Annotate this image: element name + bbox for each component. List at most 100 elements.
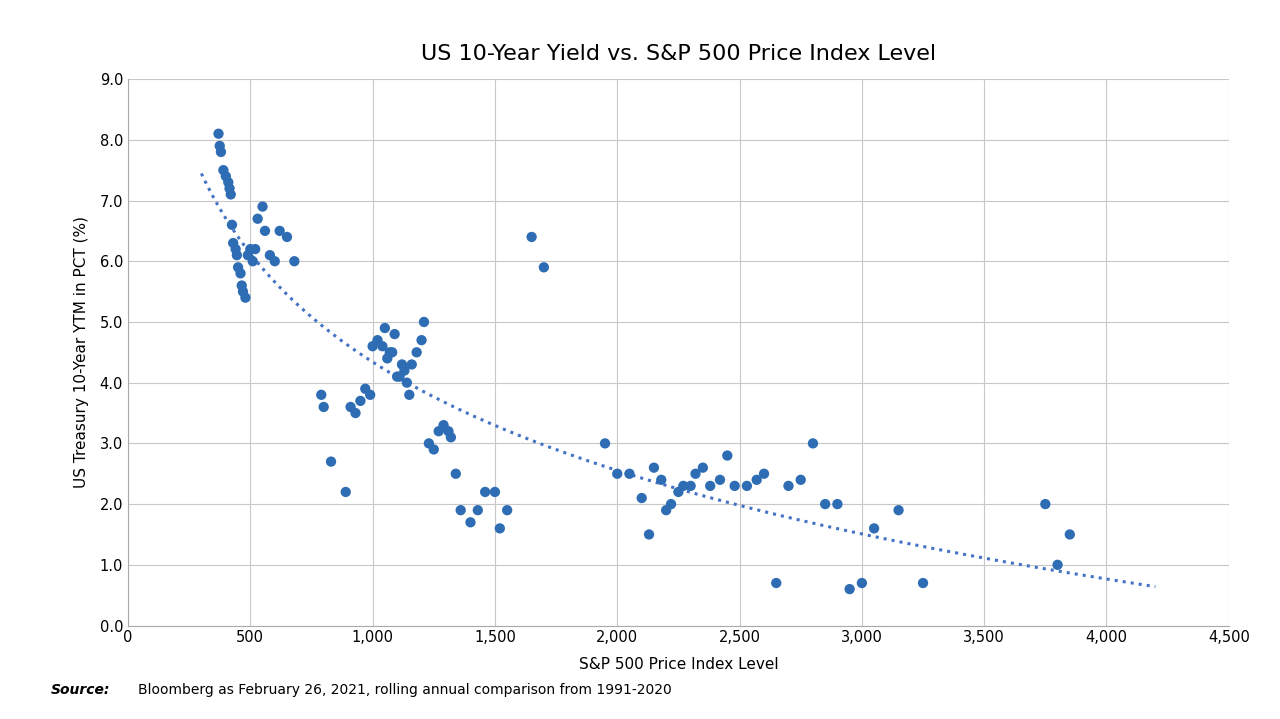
Point: [375, 322, 396, 334]
Point: [445, 468, 466, 480]
Point: [233, 286, 253, 298]
Point: [265, 255, 285, 267]
Point: [378, 352, 398, 364]
Point: [461, 516, 481, 528]
Point: [685, 468, 705, 480]
Point: [220, 188, 241, 200]
Point: [700, 480, 721, 492]
Point: [335, 486, 356, 498]
Point: [242, 255, 262, 267]
Point: [438, 426, 458, 437]
Point: [595, 438, 616, 449]
Point: [314, 401, 334, 413]
Point: [746, 474, 767, 485]
Point: [620, 468, 640, 480]
Point: [407, 347, 428, 358]
Y-axis label: US Treasury 10-Year YTM in PCT (%): US Treasury 10-Year YTM in PCT (%): [73, 216, 88, 488]
Point: [372, 341, 393, 352]
Point: [631, 493, 652, 504]
Text: Bloomberg as February 26, 2021, rolling annual comparison from 1991-2020: Bloomberg as February 26, 2021, rolling …: [138, 684, 672, 697]
Point: [215, 170, 236, 182]
Point: [864, 523, 884, 534]
Point: [340, 401, 361, 413]
Point: [379, 347, 399, 358]
Point: [724, 480, 745, 492]
Point: [467, 505, 488, 516]
Point: [485, 486, 506, 498]
Point: [360, 389, 380, 400]
Point: [384, 329, 404, 340]
Point: [655, 505, 676, 516]
Point: [227, 249, 247, 261]
Point: [362, 341, 383, 352]
Point: [765, 577, 786, 589]
Point: [607, 468, 627, 480]
Point: [840, 583, 860, 595]
Point: [252, 201, 273, 212]
Point: [269, 225, 289, 237]
Point: [737, 480, 758, 492]
Point: [311, 389, 332, 400]
Point: [367, 334, 388, 346]
Point: [497, 505, 517, 516]
Point: [913, 577, 933, 589]
Point: [230, 267, 251, 279]
Point: [644, 462, 664, 473]
Point: [397, 377, 417, 388]
Point: [717, 450, 737, 462]
Point: [888, 505, 909, 516]
Point: [387, 371, 407, 383]
Point: [241, 243, 261, 255]
Point: [1060, 528, 1080, 540]
Point: [411, 334, 431, 346]
Point: [236, 292, 256, 303]
Point: [210, 140, 230, 152]
Point: [276, 232, 297, 243]
Point: [660, 498, 681, 510]
Point: [228, 262, 248, 273]
Point: [399, 389, 420, 400]
Point: [692, 462, 713, 473]
Point: [815, 498, 836, 510]
Point: [851, 577, 872, 589]
Point: [223, 237, 243, 249]
Point: [225, 243, 246, 255]
Point: [244, 243, 265, 255]
Point: [639, 528, 659, 540]
Point: [321, 456, 342, 467]
Point: [389, 371, 410, 383]
X-axis label: S&P 500 Price Index Level: S&P 500 Price Index Level: [579, 656, 778, 672]
Point: [681, 480, 701, 492]
Point: [652, 474, 672, 485]
Point: [673, 480, 694, 492]
Point: [827, 498, 847, 510]
Point: [451, 505, 471, 516]
Point: [489, 523, 509, 534]
Point: [238, 249, 259, 261]
Text: Source:: Source:: [51, 684, 110, 697]
Point: [440, 431, 461, 443]
Point: [429, 426, 449, 437]
Point: [209, 128, 229, 139]
Point: [394, 365, 415, 376]
Point: [346, 407, 366, 418]
Point: [219, 183, 239, 194]
Point: [419, 438, 439, 449]
Point: [402, 359, 422, 370]
Point: [803, 438, 823, 449]
Point: [355, 383, 375, 395]
Point: [754, 468, 774, 480]
Point: [260, 249, 280, 261]
Point: [284, 255, 305, 267]
Point: [475, 486, 495, 498]
Title: US 10-Year Yield vs. S&P 500 Price Index Level: US 10-Year Yield vs. S&P 500 Price Index…: [421, 44, 936, 64]
Point: [1036, 498, 1056, 510]
Point: [218, 177, 238, 188]
Point: [211, 146, 232, 157]
Point: [778, 480, 799, 492]
Point: [351, 395, 371, 407]
Point: [521, 232, 541, 243]
Point: [1047, 559, 1068, 571]
Point: [709, 474, 730, 485]
Point: [413, 316, 434, 328]
